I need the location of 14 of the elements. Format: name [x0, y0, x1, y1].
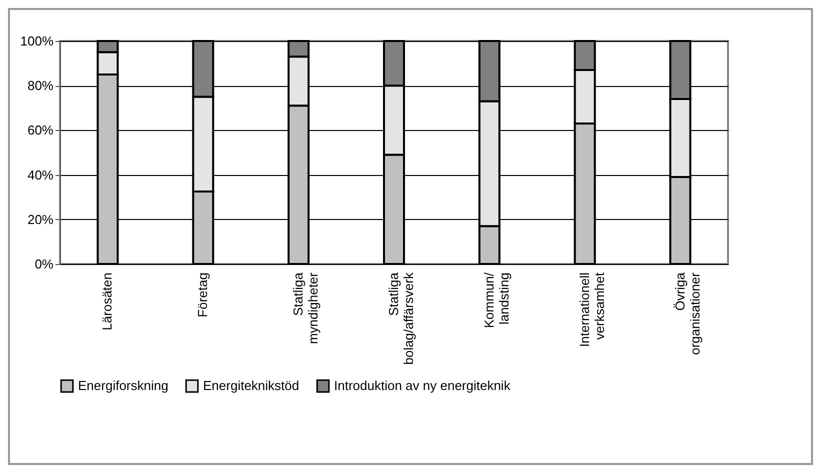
legend-label: Introduktion av ny energiteknik [334, 378, 511, 394]
y-tick-label: 20% [27, 212, 54, 227]
x-tick-label: Kommun/ landsting [481, 272, 512, 328]
y-tick-label: 100% [20, 34, 54, 48]
legend-label: Energiforskning [78, 378, 168, 394]
y-tick-label: 0% [34, 256, 54, 272]
x-tick-label: Lärosäten [100, 272, 115, 330]
y-tick-label: 80% [27, 78, 54, 94]
y-tick-label: 40% [27, 167, 54, 182]
x-tick-label: Internationell verksamhet [576, 272, 607, 347]
y-tick-label: 60% [27, 122, 54, 138]
legend-label: Energiteknikstöd [203, 378, 300, 394]
x-tick-label: Statliga myndigheter [290, 272, 321, 344]
x-tick-label: Företag [195, 272, 210, 318]
